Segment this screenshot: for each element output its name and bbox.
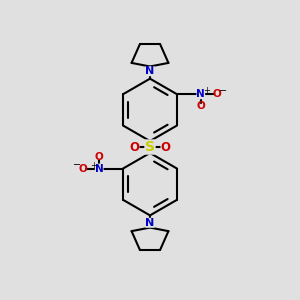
Text: N: N xyxy=(146,218,154,228)
Text: O: O xyxy=(95,152,103,162)
Text: O: O xyxy=(213,89,221,99)
Text: +: + xyxy=(203,86,210,95)
Text: +: + xyxy=(90,160,97,169)
Text: S: S xyxy=(145,140,155,154)
Text: N: N xyxy=(196,89,205,99)
Text: O: O xyxy=(196,100,205,111)
Text: −: − xyxy=(73,160,81,170)
Text: O: O xyxy=(160,140,170,154)
Text: N: N xyxy=(146,66,154,76)
Text: O: O xyxy=(79,164,87,174)
Text: O: O xyxy=(130,140,140,154)
Text: N: N xyxy=(95,164,103,174)
Text: −: − xyxy=(219,86,227,96)
